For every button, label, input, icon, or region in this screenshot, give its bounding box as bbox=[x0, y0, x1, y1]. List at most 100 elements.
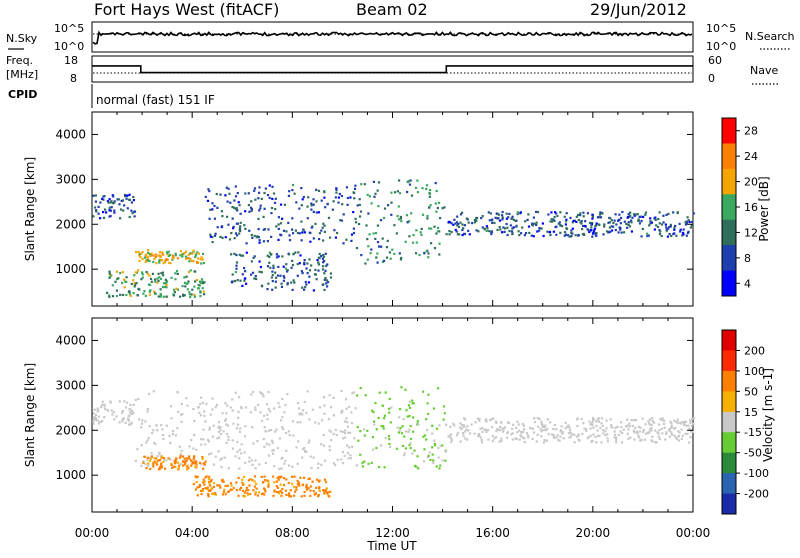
heatmap-cell bbox=[610, 229, 614, 232]
heatmap-cell bbox=[311, 408, 314, 411]
heatmap-cell bbox=[520, 430, 523, 434]
heatmap-cell bbox=[252, 390, 255, 393]
heatmap-cell bbox=[443, 206, 446, 209]
heatmap-cell bbox=[140, 426, 143, 429]
heatmap-cell bbox=[597, 417, 600, 420]
heatmap-cell bbox=[322, 253, 325, 257]
heatmap-cell bbox=[413, 449, 416, 452]
heatmap-cell bbox=[180, 449, 183, 452]
heatmap-cell bbox=[188, 293, 191, 296]
heatmap-cell bbox=[216, 226, 219, 229]
heatmap-cell bbox=[400, 386, 403, 389]
heatmap-cell bbox=[270, 439, 274, 442]
heatmap-cell bbox=[266, 194, 270, 197]
colorbar-swatch bbox=[722, 473, 736, 495]
heatmap-cell bbox=[349, 431, 352, 434]
heatmap-cell bbox=[138, 418, 141, 421]
heatmap-cell bbox=[647, 431, 650, 435]
heatmap-cell bbox=[244, 210, 247, 213]
heatmap-cell bbox=[655, 224, 658, 227]
heatmap-cell bbox=[323, 272, 326, 275]
heatmap-cell bbox=[590, 226, 593, 229]
heatmap-cell bbox=[588, 230, 591, 234]
heatmap-cell bbox=[490, 231, 493, 234]
heatmap-cell bbox=[203, 483, 206, 486]
heatmap-cell bbox=[556, 434, 559, 437]
heatmap-cell bbox=[244, 406, 248, 409]
heatmap-cell bbox=[305, 486, 308, 489]
heatmap-cell bbox=[201, 258, 204, 261]
heatmap-cell bbox=[631, 424, 634, 427]
heatmap-cell bbox=[438, 467, 441, 470]
heatmap-cell bbox=[517, 423, 520, 426]
heatmap-cell bbox=[682, 228, 685, 231]
heatmap-cell bbox=[688, 427, 691, 430]
heatmap-cell bbox=[553, 219, 556, 223]
heatmap-cell bbox=[291, 420, 294, 423]
heatmap-cell bbox=[258, 186, 261, 189]
heatmap-cell bbox=[495, 430, 498, 433]
heatmap-cell bbox=[588, 221, 592, 224]
heatmap-cell bbox=[320, 463, 323, 466]
heatmap-cell bbox=[94, 413, 98, 416]
heatmap-cell bbox=[613, 219, 616, 222]
heatmap-cell bbox=[347, 431, 350, 434]
heatmap-cell bbox=[534, 421, 537, 424]
heatmap-cell bbox=[247, 489, 250, 492]
heatmap-cell bbox=[515, 225, 518, 228]
heatmap-cell bbox=[184, 285, 187, 288]
heatmap-cell bbox=[605, 230, 609, 233]
heatmap-cell bbox=[400, 256, 403, 260]
heatmap-cell bbox=[685, 221, 688, 224]
heatmap-cell bbox=[462, 425, 465, 428]
heatmap-cell bbox=[580, 417, 583, 421]
heatmap-cell bbox=[271, 449, 274, 452]
heatmap-cell bbox=[225, 412, 228, 415]
heatmap-cell bbox=[632, 419, 636, 422]
heatmap-cell bbox=[165, 281, 168, 284]
heatmap-cell bbox=[221, 493, 224, 496]
heatmap-cell bbox=[404, 447, 407, 450]
heatmap-cell bbox=[274, 430, 277, 433]
heatmap-cell bbox=[141, 419, 144, 422]
heatmap-cell bbox=[130, 201, 133, 204]
heatmap-cell bbox=[657, 435, 660, 438]
heatmap-cell bbox=[597, 216, 600, 219]
heatmap-cell bbox=[687, 219, 690, 222]
freq-panel-frame bbox=[91, 55, 694, 83]
heatmap-cell bbox=[216, 437, 219, 440]
heatmap-cell bbox=[158, 276, 161, 279]
heatmap-cell bbox=[287, 253, 291, 256]
heatmap-cell bbox=[151, 272, 154, 275]
heatmap-cell bbox=[233, 206, 236, 209]
heatmap-cell bbox=[268, 443, 271, 446]
heatmap-cell bbox=[295, 201, 298, 204]
heatmap-cell bbox=[154, 253, 157, 256]
heatmap-cell bbox=[504, 227, 507, 230]
heatmap-cell bbox=[639, 215, 642, 218]
heatmap-cell bbox=[119, 272, 122, 275]
heatmap-cell bbox=[128, 193, 131, 196]
heatmap-cell bbox=[186, 464, 189, 467]
heatmap-cell bbox=[553, 423, 556, 427]
heatmap-cell bbox=[170, 417, 173, 420]
heatmap-cell bbox=[565, 212, 568, 215]
heatmap-cell bbox=[465, 428, 468, 431]
heatmap-cell bbox=[412, 416, 415, 419]
heatmap-cell bbox=[398, 408, 402, 411]
heatmap-cell bbox=[217, 425, 220, 428]
heatmap-cell bbox=[208, 453, 211, 456]
heatmap-cell bbox=[620, 231, 623, 234]
heatmap-cell bbox=[650, 423, 653, 426]
heatmap-cell bbox=[672, 211, 675, 214]
heatmap-cell bbox=[592, 433, 595, 436]
heatmap-cell bbox=[190, 459, 193, 462]
heatmap-cell bbox=[445, 423, 448, 426]
heatmap-cell bbox=[237, 494, 240, 497]
heatmap-cell bbox=[308, 439, 311, 442]
heatmap-cell bbox=[301, 409, 305, 412]
heatmap-cell bbox=[506, 436, 509, 439]
heatmap-cell bbox=[453, 424, 456, 427]
colorbar-swatch bbox=[722, 432, 736, 454]
heatmap-cell bbox=[99, 217, 102, 220]
